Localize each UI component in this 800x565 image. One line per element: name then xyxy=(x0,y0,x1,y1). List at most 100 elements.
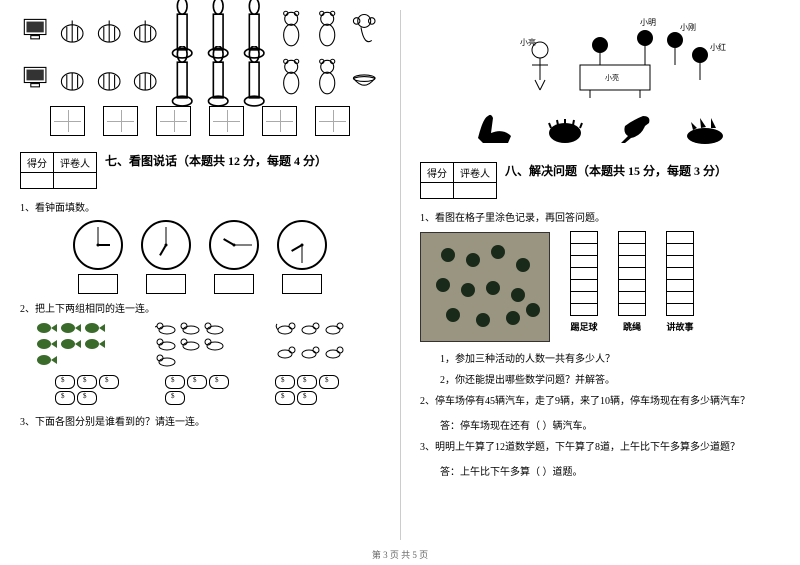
right-column: 小亮 小明 小刚 小红 小亮 xyxy=(400,0,800,545)
fish-icon xyxy=(59,337,81,351)
money-icon xyxy=(275,391,295,405)
clock-row xyxy=(20,220,380,294)
stegosaurus-icon xyxy=(683,108,728,148)
rooster-icon xyxy=(323,321,345,335)
fish-icon xyxy=(59,321,81,335)
q8-2-answer: 答：停车场现在还有（ ）辆汽车。 xyxy=(440,417,780,432)
answer-input-box[interactable] xyxy=(156,106,191,136)
chart-area: 踢足球 跳绳 讲故事 xyxy=(420,232,780,342)
score-label: 得分 xyxy=(421,163,454,183)
pumpkin-icon xyxy=(56,10,88,50)
fish-icon xyxy=(83,337,105,351)
bar-stack[interactable] xyxy=(666,232,694,316)
pumpkin-icon xyxy=(129,10,161,50)
answer-input-box[interactable] xyxy=(50,106,85,136)
counting-items xyxy=(20,10,380,136)
money-icon xyxy=(99,375,119,389)
fish-icon xyxy=(35,337,57,351)
money-icon xyxy=(209,375,229,389)
dino-row xyxy=(420,108,780,148)
pig-group xyxy=(275,375,345,405)
rooster-icon xyxy=(275,321,297,335)
q8-1-sub1: 1，参加三种活动的人数一共有多少人？ xyxy=(440,350,780,365)
trex-icon xyxy=(613,108,658,148)
answer-box-row xyxy=(20,106,380,136)
answer-input-box[interactable] xyxy=(209,106,244,136)
answer-input-box[interactable] xyxy=(262,106,297,136)
duck-icon xyxy=(155,321,177,335)
rooster-group xyxy=(275,321,365,367)
answer-input-box[interactable] xyxy=(103,106,138,136)
bar-label: 讲故事 xyxy=(666,320,693,333)
grader-cell[interactable] xyxy=(454,183,497,199)
candle-icon xyxy=(202,10,234,50)
section-8-title: 八、解决问题（本题共 15 分，每题 3 分） xyxy=(505,162,727,179)
clock-answer-box[interactable] xyxy=(282,274,322,294)
money-icon xyxy=(77,375,97,389)
score-table: 得分评卷人 xyxy=(420,162,497,199)
rooster-icon xyxy=(299,345,321,359)
page-footer: 第 3 页 共 5 页 xyxy=(0,548,800,561)
duck-group xyxy=(155,321,245,367)
candle-icon xyxy=(166,58,198,98)
q8-3-answer: 答：上午比下午多算（ ）道题。 xyxy=(440,463,780,478)
section-7-header: 得分评卷人 七、看图说话（本题共 12 分，每题 4 分） xyxy=(20,146,380,195)
pumpkin-icon xyxy=(93,10,125,50)
rooster-icon xyxy=(323,345,345,359)
monkey-icon xyxy=(348,10,380,50)
clock-answer-box[interactable] xyxy=(146,274,186,294)
q8-2-text: 2、停车场停有45辆汽车，走了9辆，来了10辆，停车场现在有多少辆汽车？ xyxy=(420,392,780,407)
score-cell[interactable] xyxy=(421,183,454,199)
pumpkin-icon xyxy=(129,58,161,98)
bear-icon xyxy=(275,58,307,98)
money-icon xyxy=(297,391,317,405)
item-row-2 xyxy=(20,58,380,98)
clock-answer-box[interactable] xyxy=(78,274,118,294)
bar-stack[interactable] xyxy=(618,232,646,316)
pumpkin-icon xyxy=(56,58,88,98)
clock-cell xyxy=(73,220,123,294)
clock-answer-box[interactable] xyxy=(214,274,254,294)
computer-icon xyxy=(20,10,52,50)
clock-face xyxy=(141,220,191,270)
q8-1-text: 1、看图在格子里涂色记录，再回答问题。 xyxy=(420,209,780,224)
rooster-icon xyxy=(275,345,297,359)
item-row-1 xyxy=(20,10,380,50)
money-icon xyxy=(55,375,75,389)
clock-face xyxy=(209,220,259,270)
bar-column: 跳绳 xyxy=(618,232,646,333)
score-label: 得分 xyxy=(21,153,54,173)
bar-column: 踢足球 xyxy=(570,232,598,333)
answer-input-box[interactable] xyxy=(315,106,350,136)
bar-stack[interactable] xyxy=(570,232,598,316)
kid-label: 小刚 xyxy=(680,23,696,32)
money-icon xyxy=(319,375,339,389)
clock-cell xyxy=(277,220,327,294)
bear-icon xyxy=(311,58,343,98)
clock-face xyxy=(277,220,327,270)
grader-label: 评卷人 xyxy=(54,153,97,173)
kids-scene: 小亮 小明 小刚 小红 小亮 xyxy=(470,10,730,100)
money-icon xyxy=(275,375,295,389)
rooster-icon xyxy=(299,321,321,335)
score-cell[interactable] xyxy=(21,173,54,189)
money-icon xyxy=(165,375,185,389)
q8-1-sub2: 2，你还能提出哪些数学问题？并解答。 xyxy=(440,371,780,386)
candle-icon xyxy=(238,58,270,98)
bar-label: 踢足球 xyxy=(570,320,597,333)
computer-icon xyxy=(20,58,52,98)
section-7-title: 七、看图说话（本题共 12 分，每题 4 分） xyxy=(105,152,327,169)
brachiosaurus-icon xyxy=(473,108,518,148)
worksheet-page: 得分评卷人 七、看图说话（本题共 12 分，每题 4 分） 1、看钟面填数。 xyxy=(0,0,800,545)
grader-cell[interactable] xyxy=(54,173,97,189)
kid-label: 小红 xyxy=(710,42,726,52)
pumpkin-icon xyxy=(93,58,125,98)
clock-cell xyxy=(209,220,259,294)
candle-icon xyxy=(202,58,234,98)
svg-text:小亮: 小亮 xyxy=(605,73,619,82)
kids-illustration: 小亮 小明 小刚 小红 小亮 xyxy=(470,10,730,100)
bear-icon xyxy=(311,10,343,50)
animals-top-row xyxy=(20,321,380,367)
kid-label: 小明 xyxy=(640,18,656,27)
pig-group xyxy=(165,375,235,405)
